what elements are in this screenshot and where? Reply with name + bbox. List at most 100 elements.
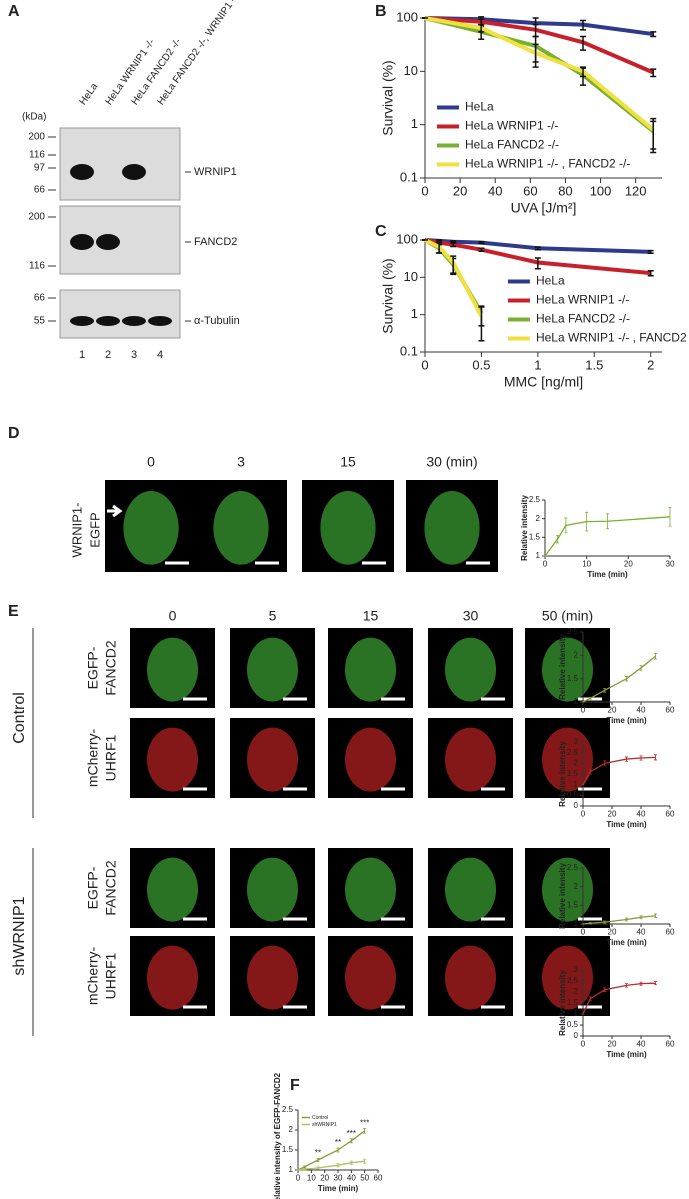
error-bar: [639, 981, 643, 986]
cell: [542, 945, 593, 1010]
panel-label: C: [375, 223, 387, 240]
y-axis-label: Relative intensity: [558, 634, 567, 700]
x-axis-label: UVA [J/m²]: [511, 200, 577, 216]
channel-label: FANCD2: [103, 640, 119, 695]
cell: [247, 727, 298, 792]
y-tick-label: 0.1: [400, 169, 418, 184]
x-tick-label: 0: [581, 928, 586, 937]
cell: [424, 491, 480, 565]
y-axis-label: Relative intensity of EGFP-FANCD2: [273, 1072, 282, 1199]
cell: [542, 637, 593, 702]
lane-number: 4: [157, 349, 163, 361]
cell: [445, 945, 496, 1010]
time-label: 50 (min): [542, 608, 593, 624]
band: [122, 164, 146, 180]
panel-label: D: [8, 425, 20, 442]
y-tick-label: 1.5: [529, 532, 541, 541]
series-line: [544, 516, 671, 557]
error-bar: [532, 43, 539, 68]
y-tick-label: 2.5: [567, 627, 579, 636]
protein-label: FANCD2: [194, 236, 237, 248]
band: [70, 234, 94, 250]
time-label: 15: [363, 608, 379, 624]
marker-label: 200: [28, 212, 45, 223]
error-bar: [606, 513, 609, 530]
annotation: **: [315, 1149, 321, 1158]
x-tick-label: 20: [608, 706, 617, 715]
cell: [445, 637, 496, 702]
panel-label: E: [8, 603, 19, 620]
y-axis-label: Relative intensity: [520, 495, 529, 561]
error-bar: [603, 760, 607, 767]
y-tick-label: 2: [574, 650, 579, 659]
time-label: 0: [169, 608, 177, 624]
error-bar: [478, 247, 485, 252]
error-bar: [478, 23, 485, 33]
x-tick-label: 20: [608, 810, 617, 819]
legend-label: Control: [312, 1115, 328, 1121]
y-tick-label: 2: [574, 882, 579, 891]
y-tick-label: 2.5: [567, 748, 579, 757]
y-tick-label: 1: [411, 116, 418, 131]
x-tick-label: 100: [590, 184, 612, 199]
x-tick-label: 2: [647, 358, 654, 373]
time-label: 15: [340, 454, 356, 470]
kda-label: (kDa): [22, 112, 46, 123]
y-tick-label: 0.5: [567, 790, 579, 799]
y-tick-label: 1: [289, 1165, 294, 1174]
x-tick-label: 40: [637, 810, 646, 819]
x-tick-label: 120: [625, 184, 647, 199]
panel-label: B: [375, 3, 387, 20]
x-tick-label: 40: [637, 706, 646, 715]
series-line: [297, 1160, 365, 1171]
error-bar: [625, 983, 628, 988]
y-axis-label: Survival (%): [380, 258, 396, 333]
panel-label: F: [290, 1077, 300, 1094]
y-tick-label: 3: [574, 737, 579, 746]
legend-label: HeLa WRNIP1 -/- , FANCD2 -/-: [465, 157, 630, 171]
channel-label: EGFP: [87, 512, 102, 547]
x-tick-label: 0: [581, 706, 586, 715]
error-bar: [650, 68, 657, 78]
error-bar: [450, 255, 457, 274]
x-axis-label: Time (min): [606, 820, 647, 829]
error-bar: [639, 665, 643, 671]
y-tick-label: 1.5: [282, 1145, 294, 1154]
channel-label: UHRF1: [103, 952, 119, 999]
cell: [213, 491, 269, 565]
error-bar: [303, 1168, 307, 1171]
series-line: [424, 16, 655, 133]
y-tick-label: 1.5: [567, 998, 579, 1007]
x-tick-label: 0: [581, 810, 586, 819]
x-tick-label: 20: [320, 1174, 329, 1183]
y-tick-label: 2: [574, 758, 579, 767]
y-tick-label: 1: [574, 780, 579, 789]
x-tick-label: 60: [523, 184, 537, 199]
arrow: [107, 504, 123, 518]
x-tick-label: 60: [666, 1040, 675, 1049]
error-bar: [639, 755, 643, 761]
x-axis-label: MMC [ng/ml]: [504, 374, 583, 390]
error-bar: [564, 517, 568, 534]
y-tick-label: 2.5: [282, 1105, 294, 1114]
group-label: Control: [11, 692, 28, 744]
cell: [320, 491, 376, 565]
y-tick-label: 2.5: [529, 495, 541, 504]
error-bar: [580, 35, 586, 51]
channel-label: EGFP-: [85, 646, 101, 689]
time-label: 3: [237, 454, 245, 470]
error-bar: [349, 1138, 353, 1144]
marker-label: 66: [34, 185, 46, 196]
cell: [123, 491, 179, 565]
band: [96, 234, 120, 250]
band: [96, 316, 120, 326]
x-tick-label: 0.5: [472, 358, 490, 373]
cell: [445, 727, 496, 792]
x-tick-label: 1.5: [585, 358, 603, 373]
y-tick-label: 1.5: [567, 769, 579, 778]
annotation: ***: [347, 1129, 356, 1138]
x-tick-label: 10: [307, 1174, 316, 1183]
annotation: **: [335, 1138, 341, 1147]
